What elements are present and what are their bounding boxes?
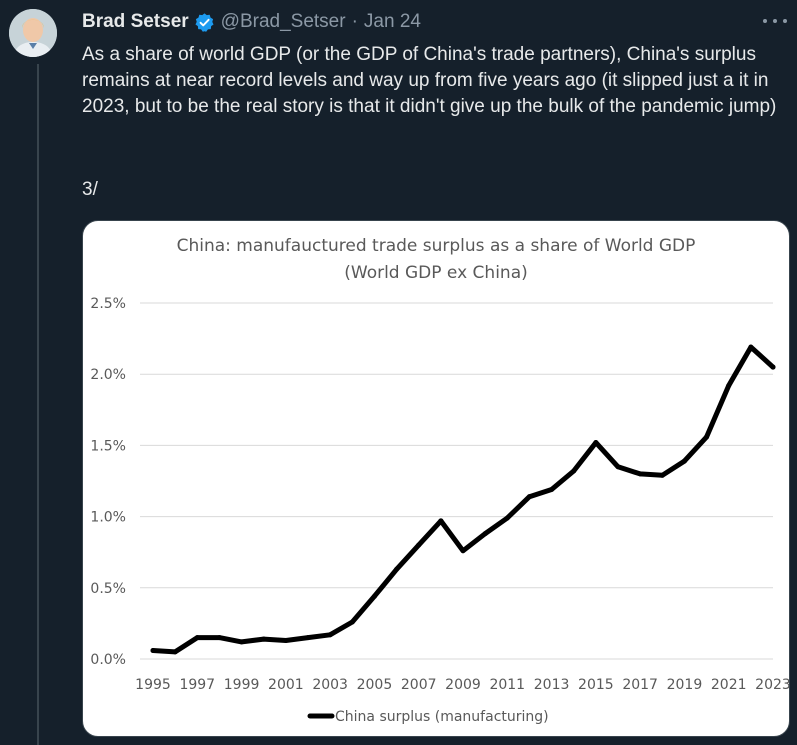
x-tick-label: 2001 — [268, 677, 304, 693]
data-point — [239, 639, 245, 645]
thread-connector-line — [37, 64, 39, 745]
data-point — [681, 458, 687, 464]
more-dot — [783, 19, 787, 23]
x-tick-label: 2013 — [534, 677, 570, 693]
verified-badge-icon — [195, 12, 214, 32]
data-point — [482, 531, 488, 537]
data-point — [748, 344, 754, 350]
data-point — [704, 434, 710, 440]
data-point — [349, 619, 355, 625]
more-dot — [773, 19, 777, 23]
x-tick-label: 2017 — [622, 677, 658, 693]
x-tick-label: 1999 — [224, 677, 260, 693]
y-tick-label: 0.5% — [90, 581, 126, 597]
y-tick-label: 1.5% — [90, 438, 126, 454]
data-point — [549, 487, 555, 493]
data-point — [172, 649, 178, 655]
author-name[interactable]: Brad Setser — [82, 11, 189, 32]
more-dot — [763, 19, 767, 23]
data-point — [726, 383, 732, 389]
data-point — [615, 464, 621, 470]
author-handle[interactable]: @Brad_Setser — [220, 11, 346, 32]
avatar-icon — [9, 9, 57, 57]
data-point — [460, 548, 466, 554]
data-point — [770, 364, 776, 370]
data-point — [637, 471, 643, 477]
legend-entry: China surplus (manufacturing) — [335, 709, 549, 725]
data-point — [438, 518, 444, 524]
x-tick-label: 2005 — [357, 677, 393, 693]
data-point — [150, 647, 156, 653]
x-tick-label: 1997 — [179, 677, 215, 693]
x-tick-label: 2007 — [401, 677, 437, 693]
chart-subtitle: (World GDP ex China) — [344, 263, 528, 283]
data-point — [371, 593, 377, 599]
tweet-header: Brad Setser @Brad_Setser · Jan 24 — [82, 10, 421, 34]
x-tick-label: 2011 — [489, 677, 525, 693]
data-point — [327, 632, 333, 638]
more-options-icon[interactable] — [763, 12, 787, 30]
x-tick-label: 1995 — [135, 677, 171, 693]
data-point — [283, 637, 289, 643]
data-point — [659, 472, 665, 478]
header-separator: · — [351, 11, 358, 32]
data-point — [571, 468, 577, 474]
x-tick-label: 2015 — [578, 677, 614, 693]
y-tick-label: 2.0% — [90, 367, 126, 383]
data-point — [305, 635, 311, 641]
data-point — [416, 542, 422, 548]
avatar[interactable] — [9, 9, 57, 57]
x-tick-label: 2021 — [711, 677, 747, 693]
line-chart: China: manufauctured trade surplus as a … — [90, 236, 789, 725]
x-tick-label: 2003 — [312, 677, 348, 693]
y-tick-label: 1.0% — [90, 510, 126, 526]
tweet-date[interactable]: Jan 24 — [363, 11, 421, 32]
y-tick-label: 0.0% — [90, 652, 126, 668]
data-point — [261, 636, 267, 642]
x-tick-label: 2019 — [667, 677, 703, 693]
x-tick-label: 2023 — [755, 677, 789, 693]
data-point — [526, 494, 532, 500]
thread-marker: 3/ — [82, 179, 98, 200]
x-tick-label: 2009 — [445, 677, 481, 693]
tweet-text: As a share of world GDP (or the GDP of C… — [82, 44, 777, 117]
data-point — [394, 566, 400, 572]
data-point — [194, 635, 200, 641]
series-line — [150, 344, 776, 655]
data-point — [593, 440, 599, 446]
tweet-media-chart[interactable]: China: manufauctured trade surplus as a … — [82, 220, 790, 737]
data-point — [504, 515, 510, 521]
y-tick-label: 2.5% — [90, 296, 126, 312]
data-point — [216, 635, 222, 641]
chart-title: China: manufauctured trade surplus as a … — [177, 236, 696, 256]
